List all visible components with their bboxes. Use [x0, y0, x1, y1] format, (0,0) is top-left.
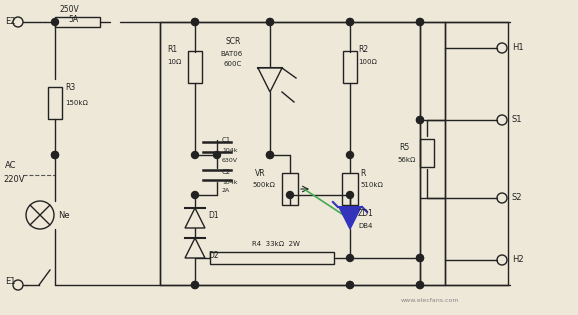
Circle shape: [417, 255, 424, 261]
Circle shape: [346, 192, 354, 198]
Circle shape: [266, 152, 273, 158]
Text: SCR: SCR: [225, 37, 240, 47]
Text: R2: R2: [358, 45, 368, 54]
Text: 104k: 104k: [222, 180, 238, 185]
Bar: [342, 173, 358, 205]
Circle shape: [191, 152, 198, 158]
Text: 2A: 2A: [222, 188, 230, 193]
Text: 510kΩ: 510kΩ: [360, 182, 383, 188]
Circle shape: [417, 255, 424, 261]
Circle shape: [51, 152, 58, 158]
Circle shape: [266, 19, 273, 26]
Bar: [188, 51, 202, 83]
Bar: [420, 139, 434, 167]
Circle shape: [346, 19, 354, 26]
Circle shape: [346, 255, 354, 261]
Text: 600C: 600C: [224, 61, 242, 67]
Circle shape: [417, 117, 424, 123]
Text: D1: D1: [208, 211, 218, 220]
Circle shape: [417, 117, 424, 123]
Text: H1: H1: [512, 43, 524, 53]
Circle shape: [417, 282, 424, 289]
Text: 220V: 220V: [3, 175, 24, 184]
Circle shape: [346, 282, 354, 289]
Text: S1: S1: [512, 116, 523, 124]
Text: R3: R3: [65, 83, 75, 91]
Text: H2: H2: [512, 255, 524, 265]
Polygon shape: [339, 207, 361, 229]
Polygon shape: [258, 68, 282, 92]
Text: R: R: [360, 169, 365, 177]
Text: C1: C1: [222, 137, 231, 143]
Circle shape: [191, 19, 198, 26]
Bar: [210, 252, 334, 264]
Circle shape: [266, 152, 273, 158]
Text: ZD1: ZD1: [358, 209, 374, 219]
Bar: [160, 22, 420, 285]
Circle shape: [287, 192, 294, 198]
Text: E1: E1: [5, 277, 16, 286]
Text: www.elecfans.com: www.elecfans.com: [401, 297, 460, 302]
Text: 104k: 104k: [222, 147, 238, 152]
Text: Ne: Ne: [58, 210, 69, 220]
Bar: [48, 87, 62, 119]
Bar: [55, 17, 100, 27]
Text: D2: D2: [208, 251, 218, 261]
Text: BAT06: BAT06: [220, 51, 242, 57]
Circle shape: [191, 282, 198, 289]
Bar: [282, 173, 298, 205]
Polygon shape: [185, 238, 205, 258]
Circle shape: [417, 282, 424, 289]
Text: R1: R1: [167, 45, 177, 54]
Text: S2: S2: [512, 193, 523, 203]
Text: VR: VR: [255, 169, 266, 177]
Polygon shape: [185, 208, 205, 228]
Text: R4  33kΩ  2W: R4 33kΩ 2W: [252, 241, 300, 247]
Text: AC: AC: [5, 161, 17, 169]
Text: R5: R5: [399, 144, 409, 152]
Circle shape: [417, 19, 424, 26]
Text: 500kΩ: 500kΩ: [252, 182, 275, 188]
Circle shape: [417, 19, 424, 26]
Text: 630V: 630V: [222, 158, 238, 163]
Circle shape: [51, 152, 58, 158]
Text: 250V: 250V: [60, 5, 80, 14]
Bar: [343, 51, 357, 83]
Circle shape: [191, 192, 198, 198]
Text: E2: E2: [5, 18, 16, 26]
Circle shape: [346, 152, 354, 158]
Text: 56kΩ: 56kΩ: [397, 157, 416, 163]
Bar: [445, 22, 508, 285]
Circle shape: [266, 19, 273, 26]
Circle shape: [346, 282, 354, 289]
Circle shape: [346, 19, 354, 26]
Circle shape: [191, 282, 198, 289]
Circle shape: [51, 19, 58, 26]
Text: DB4: DB4: [358, 223, 372, 229]
Circle shape: [191, 19, 198, 26]
Circle shape: [213, 152, 220, 158]
Text: 5A: 5A: [68, 15, 78, 25]
Text: 100Ω: 100Ω: [358, 59, 377, 65]
Text: 10Ω: 10Ω: [167, 59, 181, 65]
Text: 150kΩ: 150kΩ: [65, 100, 88, 106]
Text: C2: C2: [222, 169, 231, 175]
